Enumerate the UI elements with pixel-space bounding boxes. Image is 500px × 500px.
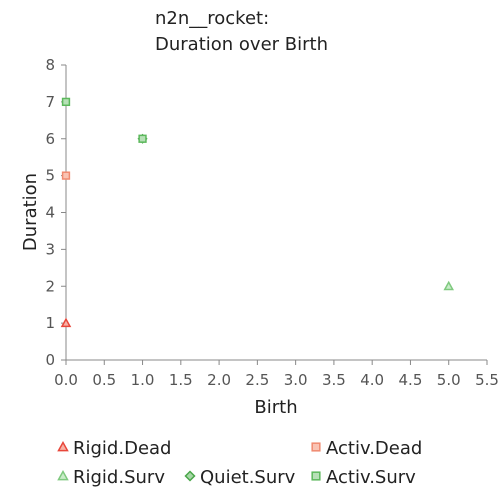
x-tick-label: 3.0 [284, 371, 308, 389]
y-tick-label: 2 [45, 277, 55, 295]
legend-marker-rigid-dead [57, 440, 69, 452]
legend-label-quiet-surv: Quiet.Surv [200, 467, 296, 488]
axes [65, 65, 487, 361]
y-tick-label: 7 [45, 93, 55, 111]
data-point-rigid-dead [60, 317, 72, 328]
data-points [60, 97, 455, 328]
x-tick-label: 1.0 [131, 371, 155, 389]
x-ticks: 0.0 0.5 1.0 1.5 2.0 2.5 3.0 3.5 4.0 4.5 5.0 5.5 [54, 360, 499, 389]
y-tick-label: 0 [45, 351, 55, 369]
x-tick-label: 2.0 [207, 371, 231, 389]
x-tick-label: 5.0 [437, 371, 461, 389]
x-tick-label: 3.5 [322, 371, 346, 389]
legend-label-activ-surv: Activ.Surv [326, 467, 416, 488]
data-point-rigid-surv [443, 280, 455, 291]
y-axis-title: Duration [20, 173, 41, 251]
y-tick-label: 3 [45, 240, 55, 258]
data-point-activ-surv [138, 134, 147, 143]
x-tick-label: 5.5 [475, 371, 499, 389]
x-axis-title: Birth [254, 397, 297, 418]
x-tick-label: 0.5 [92, 371, 116, 389]
legend-marker-quiet-surv [184, 470, 196, 482]
x-tick-label: 1.5 [169, 371, 193, 389]
data-point-activ-surv [61, 97, 71, 107]
x-tick-label: 2.5 [245, 371, 269, 389]
x-tick-label: 0.0 [54, 371, 78, 389]
data-point-activ-dead [61, 171, 71, 180]
legend: Rigid.Dead Activ.Dead Rigid.Surv Quiet.Surv… [57, 438, 422, 488]
legend-label-rigid-dead: Rigid.Dead [73, 438, 171, 459]
y-ticks: 0 1 2 3 4 5 6 7 8 [45, 56, 66, 369]
legend-marker-activ-surv [311, 471, 321, 481]
y-tick-label: 8 [45, 56, 55, 74]
y-tick-label: 5 [45, 167, 55, 185]
y-tick-label: 6 [45, 130, 55, 148]
legend-label-activ-dead: Activ.Dead [326, 438, 422, 459]
legend-label-rigid-surv: Rigid.Surv [73, 467, 165, 488]
chart-title-line-1: n2n__rocket: [155, 8, 269, 29]
y-tick-label: 4 [45, 204, 55, 222]
y-tick-label: 1 [45, 314, 55, 332]
x-tick-label: 4.5 [399, 371, 423, 389]
legend-marker-activ-dead [311, 442, 321, 452]
chart-title-line-2: Duration over Birth [155, 34, 328, 55]
legend-marker-rigid-surv [57, 469, 69, 481]
x-tick-label: 4.0 [360, 371, 384, 389]
